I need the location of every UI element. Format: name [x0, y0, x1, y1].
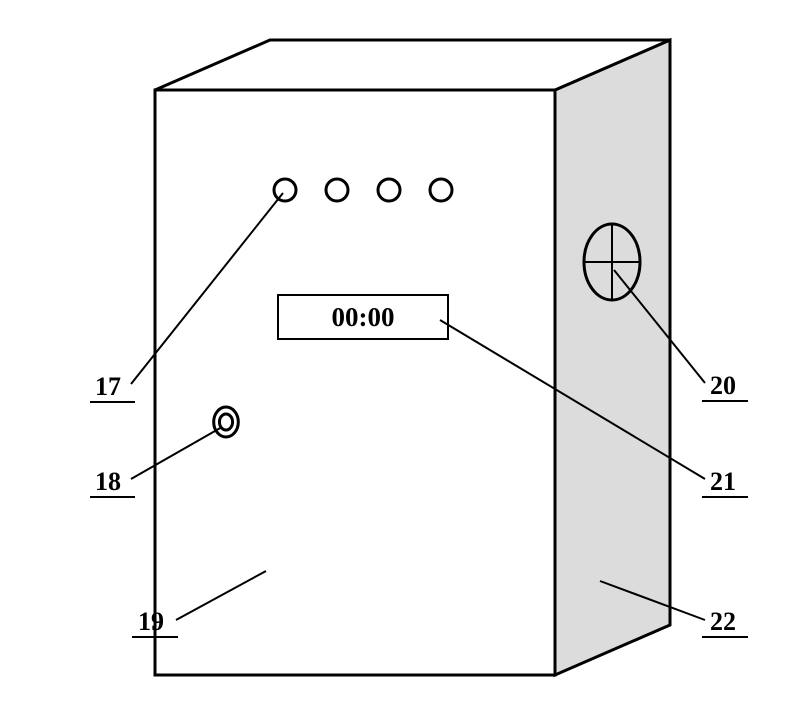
callout-label-21: 21	[710, 467, 736, 496]
indicator-light-4	[430, 179, 452, 201]
indicator-light-3	[378, 179, 400, 201]
callout-label-20: 20	[710, 371, 736, 400]
enclosure-side-face	[555, 40, 670, 675]
callout-label-18: 18	[95, 467, 121, 496]
callout-label-22: 22	[710, 607, 736, 636]
callout-label-19: 19	[138, 607, 164, 636]
indicator-light-1	[274, 179, 296, 201]
enclosure-front-face	[155, 90, 555, 675]
callout-label-17: 17	[95, 372, 121, 401]
indicator-light-2	[326, 179, 348, 201]
time-display-text: 00:00	[332, 302, 395, 332]
